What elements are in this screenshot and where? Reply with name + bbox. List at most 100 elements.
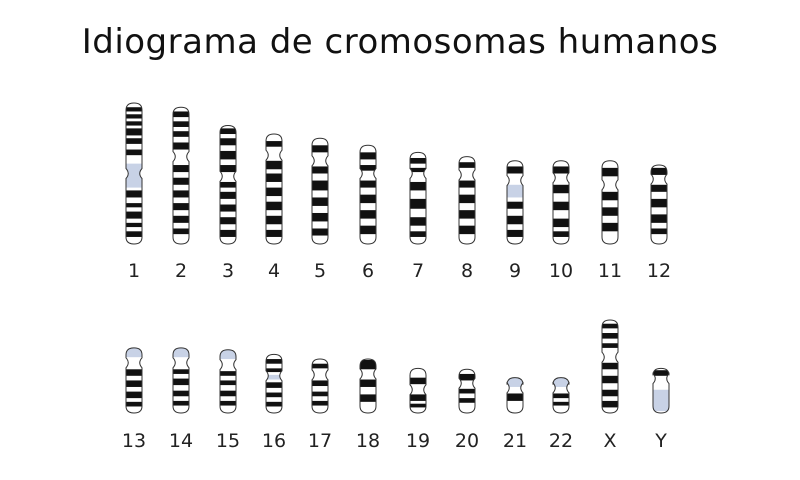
chromosome-dark-band: [173, 215, 189, 223]
chromosome-dark-band: [553, 231, 569, 237]
chromosome-label: 20: [455, 430, 479, 452]
chromosome-dark-band: [602, 389, 618, 397]
chromosome-dark-band: [220, 165, 236, 173]
chromosome-outline: [172, 106, 190, 245]
chromosome-outline: [311, 137, 329, 245]
chromosome-label: 8: [461, 260, 473, 282]
chromosome-13: [125, 347, 143, 414]
chromosome-dark-band: [126, 107, 142, 112]
chromosome-dark-band: [126, 128, 142, 136]
chromosome-label: 2: [175, 260, 187, 282]
chromosome-dark-band: [126, 114, 142, 119]
chromosome-19: [409, 367, 427, 414]
chromosome-dark-band: [459, 210, 475, 219]
chromosome-dark-band: [220, 138, 236, 146]
chromosome-dark-band: [312, 166, 328, 174]
chromosome-dark-band: [602, 323, 618, 329]
chromosome-3: [219, 125, 237, 245]
chromosome-dark-band: [459, 373, 475, 381]
chromosome-dark-band: [220, 128, 236, 135]
chromosome-dark-band: [220, 181, 236, 188]
chromosome-label: 21: [503, 430, 527, 452]
chromosome-y: [652, 367, 670, 414]
chromosome-outline: [506, 377, 524, 414]
chromosome-dark-band: [126, 369, 142, 376]
chromosome-label: 6: [362, 260, 374, 282]
chromosome-label: 15: [216, 430, 240, 452]
chromosome-dark-band: [312, 212, 328, 222]
chromosome-dark-band: [410, 394, 426, 401]
chromosome-label: 16: [262, 430, 286, 452]
chromosome-outline: [409, 367, 427, 414]
chromosome-15: [219, 349, 237, 414]
chromosome-dark-band: [410, 403, 426, 408]
chromosome-label: 11: [598, 260, 622, 282]
chromosome-dark-band: [173, 228, 189, 235]
chromosome-dark-band: [173, 203, 189, 211]
chromosome-outline: [125, 347, 143, 414]
chromosome-dark-band: [266, 141, 282, 147]
chromosome-gray-band: [173, 347, 189, 358]
chromosome-dark-band: [602, 375, 618, 384]
chromosome-label: 4: [268, 260, 280, 282]
chromosome-dark-band: [360, 359, 376, 370]
chromosome-dark-band: [126, 380, 142, 387]
chromosome-dark-band: [602, 362, 618, 370]
chromosome-dark-band: [312, 391, 328, 397]
chromosome-dark-band: [220, 217, 236, 225]
chromosome-dark-band: [126, 203, 142, 208]
chromosome-dark-band: [220, 229, 236, 237]
chromosome-dark-band: [266, 160, 282, 170]
chromosome-dark-band: [266, 382, 282, 388]
chromosome-4: [265, 133, 283, 245]
chromosome-x: [601, 319, 619, 414]
chromosome-outline: [265, 133, 283, 245]
chromosome-dark-band: [266, 359, 282, 364]
chromosome-dark-band: [602, 222, 618, 232]
chromosome-dark-band: [266, 187, 282, 197]
chromosome-dark-band: [360, 194, 376, 204]
chromosome-outline: [409, 151, 427, 245]
chromosome-label: 19: [406, 430, 430, 452]
chromosome-dark-band: [266, 201, 282, 211]
chromosome-outline: [601, 160, 619, 245]
chromosome-dark-band: [312, 228, 328, 236]
chromosome-dark-band: [459, 162, 475, 168]
chromosome-outline: [172, 347, 190, 414]
chromosome-dark-band: [459, 225, 475, 235]
chromosome-dark-band: [602, 400, 618, 408]
chromosome-dark-band: [312, 180, 328, 191]
chromosome-dark-band: [173, 142, 189, 150]
chromosome-dark-band: [602, 343, 618, 348]
chromosome-17: [311, 358, 329, 414]
chromosome-dark-band: [459, 194, 475, 204]
chromosome-dark-band: [312, 380, 328, 387]
chromosome-dark-band: [312, 145, 328, 153]
chromosome-16: [265, 353, 283, 414]
chromosome-11: [601, 160, 619, 245]
chromosome-dark-band: [651, 184, 667, 192]
chromosome-18: [359, 358, 377, 414]
chromosome-dark-band: [220, 380, 236, 386]
chromosome-label: 9: [509, 260, 521, 282]
chromosome-label: 14: [169, 430, 193, 452]
chromosome-outline: [359, 144, 377, 245]
chromosome-8: [458, 156, 476, 245]
chromosome-label: 17: [308, 430, 332, 452]
chromosome-label: X: [603, 430, 616, 452]
chromosome-gray-band: [507, 184, 523, 198]
chromosome-dark-band: [360, 225, 376, 235]
diagram-title: Idiograma de cromosomas humanos: [81, 22, 719, 62]
chromosome-label: 12: [647, 260, 671, 282]
chromosome-label: Y: [654, 430, 667, 452]
chromosome-label: 13: [122, 430, 146, 452]
chromosome-dark-band: [410, 217, 426, 226]
chromosome-dark-band: [312, 197, 328, 206]
chromosome-label: 1: [128, 260, 140, 282]
chromosome-outline: [219, 125, 237, 245]
chromosome-dark-band: [602, 191, 618, 201]
chromosome-dark-band: [553, 393, 569, 399]
chromosome-dark-band: [126, 211, 142, 219]
chromosome-dark-band: [126, 231, 142, 237]
chromosome-dark-band: [410, 167, 426, 173]
